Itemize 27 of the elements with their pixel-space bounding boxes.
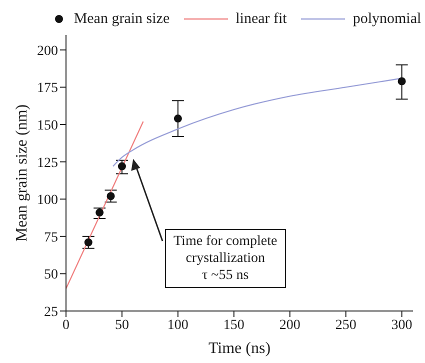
legend-label: linear fit <box>236 10 287 28</box>
x-tick-label: 150 <box>223 318 244 333</box>
y-tick-label: 125 <box>37 156 58 171</box>
x-tick-label: 0 <box>62 318 70 333</box>
y-tick-label: 25 <box>44 304 58 320</box>
point <box>398 77 406 86</box>
x-tick-label: 250 <box>335 318 356 333</box>
point <box>96 208 104 217</box>
x-tick-label: 300 <box>391 318 412 333</box>
annotation: Time for complete crystallization τ ~55 ns <box>164 228 286 288</box>
point <box>174 114 182 123</box>
legend-label: polynomial <box>352 10 422 28</box>
y-tick-label: 175 <box>37 81 58 96</box>
y-tick-label: 200 <box>37 44 58 59</box>
y-tick-label: 150 <box>37 118 58 134</box>
x-tick-label: 100 <box>167 318 188 333</box>
point <box>106 192 115 200</box>
y-axis-title: Mean grain size (nm) <box>14 104 30 242</box>
legend-label: Mean grain size <box>74 10 170 28</box>
x-tick-label: 200 <box>279 318 300 333</box>
y-tick-label: 100 <box>37 193 58 208</box>
y-tick-label: 50 <box>44 268 58 283</box>
x-tick-label: 50 <box>114 318 129 333</box>
y-tick-label: 75 <box>44 230 58 246</box>
x-axis-title: Time (ns) <box>208 340 271 357</box>
point <box>84 238 92 246</box>
point <box>118 162 126 170</box>
